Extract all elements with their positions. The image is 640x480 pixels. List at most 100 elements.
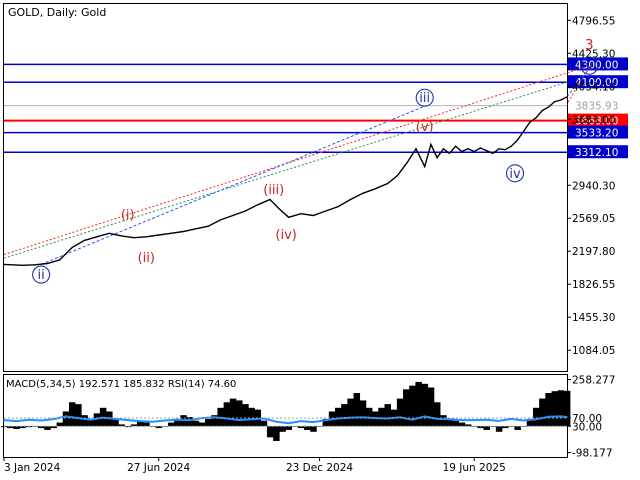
wave-label: (iv) — [275, 228, 296, 243]
price-point — [485, 150, 488, 152]
price-point — [523, 130, 525, 132]
macd-bar — [50, 426, 57, 429]
y-tick-label: 4054.10 — [572, 81, 615, 93]
x-axis: 3 Jan 2024 27 Jun 2024 23 Dec 2024 19 Jun 2… — [3, 457, 506, 474]
rsi-point — [461, 419, 463, 421]
y-tick-label: 4425.30 — [572, 48, 615, 60]
macd-bar — [155, 426, 163, 429]
macd-bar — [229, 398, 237, 427]
wave-circle — [415, 88, 434, 107]
price-point — [374, 188, 376, 190]
price-point — [34, 264, 36, 266]
level-tag — [568, 113, 628, 127]
price-point — [182, 230, 185, 233]
macd-bar — [87, 418, 95, 427]
macd-bar — [266, 426, 274, 438]
rsi-point — [65, 415, 67, 418]
macd-bar — [458, 422, 466, 427]
macd-bar — [477, 426, 484, 429]
macd-bar — [198, 422, 206, 427]
macd-bar — [557, 390, 565, 427]
y-tick-label: 258.277 — [572, 374, 615, 386]
price-point — [424, 166, 426, 168]
price-point — [21, 264, 24, 266]
price-point — [436, 157, 438, 159]
price-point — [108, 232, 110, 234]
rsi-point — [349, 416, 352, 419]
price-point — [455, 145, 457, 147]
rsi-point — [386, 417, 389, 420]
blue-projection-line — [566, 68, 590, 98]
price-point — [541, 110, 543, 112]
price-point — [406, 161, 408, 163]
rsi-point — [250, 418, 253, 421]
wave-label: iv — [509, 167, 521, 182]
macd-bar — [341, 404, 348, 427]
level-label: 4300.00 — [575, 59, 618, 71]
macd-bar — [248, 407, 255, 427]
y-tick-label: 2569.05 — [572, 213, 615, 225]
price-point — [529, 121, 531, 123]
macd-bar — [421, 383, 429, 427]
rsi-point — [324, 419, 327, 421]
price-point — [535, 117, 537, 119]
rsi-point — [485, 418, 488, 421]
macd-bar — [502, 426, 509, 429]
price-point — [362, 192, 364, 194]
macd-bar — [304, 426, 311, 430]
price-point — [195, 228, 197, 230]
rsi-point — [498, 420, 500, 422]
macd-bar — [563, 390, 571, 427]
rsi-point — [164, 419, 166, 422]
macd-bar — [427, 387, 435, 427]
price-point — [158, 234, 160, 236]
macd-bar — [403, 389, 410, 427]
macd-bar — [31, 426, 39, 427]
macd-bar — [38, 426, 45, 429]
level-label: 3312.10 — [575, 147, 618, 159]
level-tag — [568, 75, 628, 89]
level-tag — [568, 125, 628, 139]
rsi-point — [275, 420, 278, 423]
macd-bar — [396, 398, 404, 427]
level-label: 4100.00 — [575, 77, 618, 89]
macd-bar — [316, 426, 323, 427]
macd-bar — [446, 418, 453, 427]
rsi-point — [139, 420, 141, 422]
price-point — [71, 246, 73, 249]
wave-label: (v) — [416, 120, 434, 135]
macd-bar — [13, 426, 20, 430]
rsi-point — [40, 419, 42, 422]
price-point — [349, 198, 352, 201]
rsi-point — [238, 419, 240, 421]
price-point — [96, 236, 98, 238]
macd-bar — [143, 422, 150, 427]
price-point — [120, 235, 123, 237]
indicator-title: MACD(5,34,5) 192.571 185.832 RSI(14) 74.… — [6, 379, 236, 390]
rsi-point — [374, 417, 377, 419]
rsi-point — [15, 420, 18, 422]
y-tick-label: 70.00 — [572, 413, 602, 425]
macd-bar — [137, 420, 144, 427]
y-tick-label: 2197.80 — [572, 246, 615, 258]
price-point — [442, 148, 444, 150]
wave-label: iii — [419, 91, 430, 106]
rsi-point — [362, 416, 364, 419]
wave-labels: ii (i) (ii) (iii) (iv) iii (v) iv v 3 — [32, 37, 599, 284]
price-series — [3, 96, 568, 267]
rsi-point — [411, 418, 414, 421]
rsi-point — [52, 418, 55, 420]
wave-circle — [580, 56, 599, 75]
macd-bar — [526, 418, 534, 427]
rsi-point — [89, 418, 92, 421]
macd-bar — [471, 426, 478, 427]
rsi-point — [225, 417, 228, 420]
price-point — [461, 150, 463, 153]
wave-circle — [505, 164, 525, 183]
rsi-point — [423, 415, 426, 418]
macd-bar — [520, 426, 528, 427]
macd-bar — [322, 418, 330, 427]
chart-title: GOLD, Daily: Gold — [8, 6, 106, 19]
